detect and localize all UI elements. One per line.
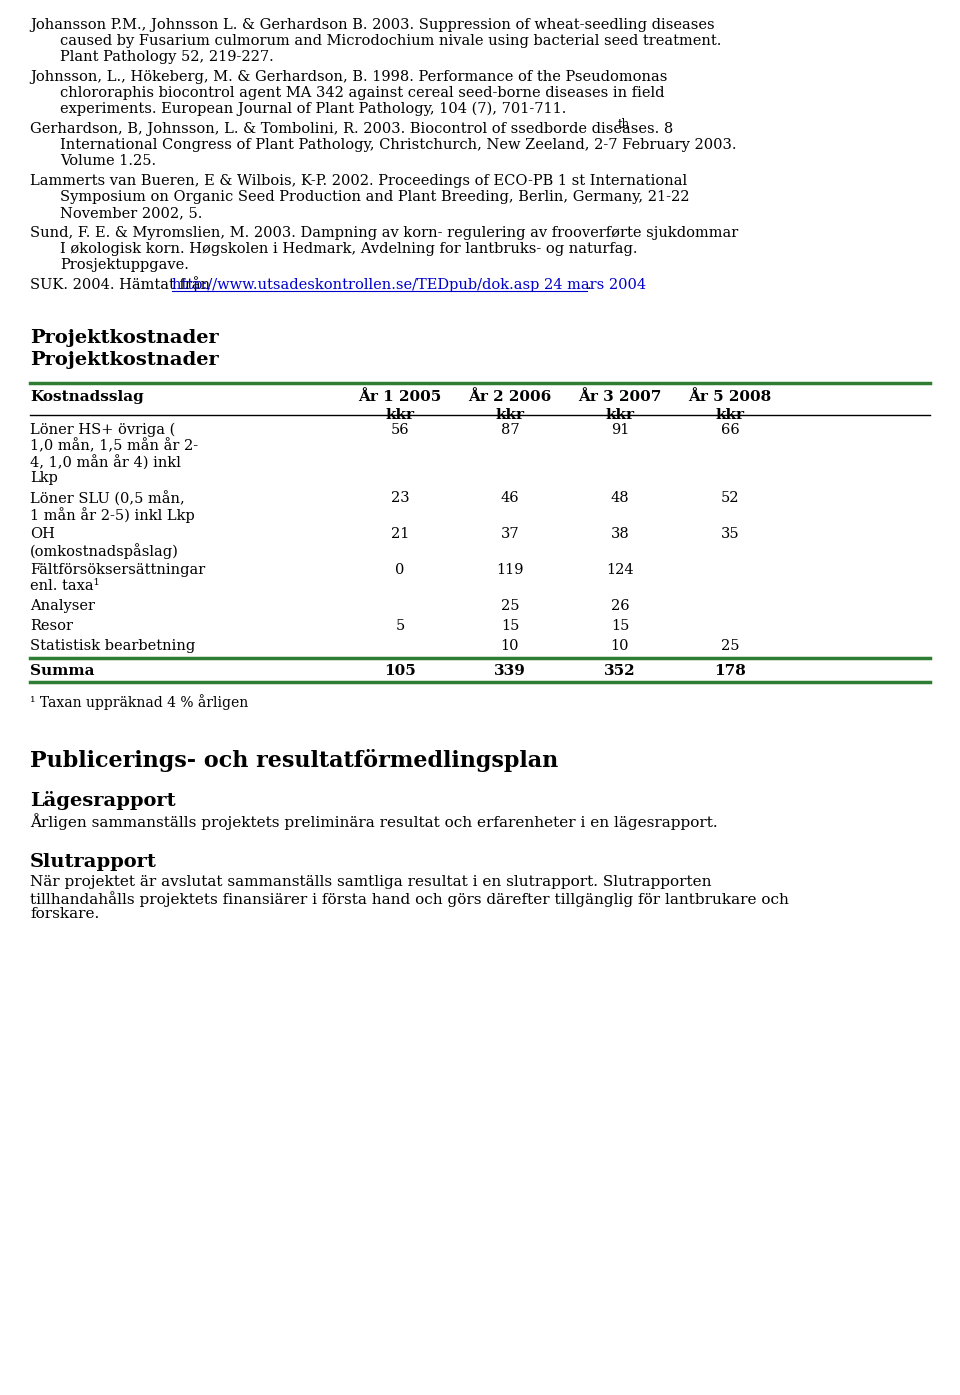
Text: År 2 2006: År 2 2006 <box>468 391 552 405</box>
Text: År 1 2005: År 1 2005 <box>358 391 442 405</box>
Text: .: . <box>587 278 591 292</box>
Text: International Congress of Plant Pathology, Christchurch, New Zeeland, 2-7 Februa: International Congress of Plant Patholog… <box>60 138 736 152</box>
Text: 21: 21 <box>391 527 409 541</box>
Text: kkr: kkr <box>495 407 524 423</box>
Text: 10: 10 <box>611 639 629 653</box>
Text: 15: 15 <box>501 619 519 633</box>
Text: tillhandahålls projektets finansiärer i första hand och görs därefter tillgängli: tillhandahålls projektets finansiärer i … <box>30 891 789 907</box>
Text: 0: 0 <box>396 564 405 578</box>
Text: 178: 178 <box>714 664 746 678</box>
Text: Gerhardson, B, Johnsson, L. & Tombolini, R. 2003. Biocontrol of ssedborde diseas: Gerhardson, B, Johnsson, L. & Tombolini,… <box>30 121 673 135</box>
Text: 38: 38 <box>611 527 630 541</box>
Text: Volume 1.25.: Volume 1.25. <box>60 153 156 167</box>
Text: 339: 339 <box>494 664 526 678</box>
Text: Projektkostnader: Projektkostnader <box>30 352 219 370</box>
Text: ¹ Taxan uppräknad 4 % årligen: ¹ Taxan uppräknad 4 % årligen <box>30 693 249 710</box>
Text: Publicerings- och resultatförmedlingsplan: Publicerings- och resultatförmedlingspla… <box>30 749 559 771</box>
Text: http://www.utsadeskontrollen.se/TEDpub/dok.asp 24 mars 2004: http://www.utsadeskontrollen.se/TEDpub/d… <box>172 278 646 292</box>
Text: November 2002, 5.: November 2002, 5. <box>60 206 203 220</box>
Text: Statistisk bearbetning: Statistisk bearbetning <box>30 639 195 653</box>
Text: 105: 105 <box>384 664 416 678</box>
Text: Prosjektuppgave.: Prosjektuppgave. <box>60 258 189 272</box>
Text: 26: 26 <box>611 598 630 612</box>
Text: Symposium on Organic Seed Production and Plant Breeding, Berlin, Germany, 21-22: Symposium on Organic Seed Production and… <box>60 190 689 204</box>
Text: forskare.: forskare. <box>30 907 99 921</box>
Text: Lammerts van Bueren, E & Wilbois, K-P. 2002. Proceedings of ECO-PB 1 st Internat: Lammerts van Bueren, E & Wilbois, K-P. 2… <box>30 174 687 188</box>
Text: Löner HS+ övriga (: Löner HS+ övriga ( <box>30 423 176 438</box>
Text: 87: 87 <box>501 423 519 437</box>
Text: Kostnadsslag: Kostnadsslag <box>30 391 144 405</box>
Text: Slutrapport: Slutrapport <box>30 852 156 870</box>
Text: (omkostnadspåslag): (omkostnadspåslag) <box>30 543 179 559</box>
Text: 56: 56 <box>391 423 409 437</box>
Text: 119: 119 <box>496 564 524 578</box>
Text: När projektet är avslutat sammanställs samtliga resultat i en slutrapport. Slutr: När projektet är avslutat sammanställs s… <box>30 875 711 889</box>
Text: experiments. European Journal of Plant Pathology, 104 (7), 701-711.: experiments. European Journal of Plant P… <box>60 102 566 116</box>
Text: enl. taxa¹: enl. taxa¹ <box>30 579 100 593</box>
Text: 124: 124 <box>606 564 634 578</box>
Text: 352: 352 <box>604 664 636 678</box>
Text: Projektkostnader: Projektkostnader <box>30 329 219 347</box>
Text: th: th <box>618 119 630 131</box>
Text: 37: 37 <box>501 527 519 541</box>
Text: Löner SLU (0,5 mån,: Löner SLU (0,5 mån, <box>30 491 184 506</box>
Text: Plant Pathology 52, 219-227.: Plant Pathology 52, 219-227. <box>60 50 274 64</box>
Text: 91: 91 <box>611 423 629 437</box>
Text: 25: 25 <box>721 639 739 653</box>
Text: chlororaphis biocontrol agent MA 342 against cereal seed-borne diseases in field: chlororaphis biocontrol agent MA 342 aga… <box>60 86 664 100</box>
Text: OH: OH <box>30 527 55 541</box>
Text: 1,0 mån, 1,5 mån år 2-: 1,0 mån, 1,5 mån år 2- <box>30 439 198 453</box>
Text: År 5 2008: År 5 2008 <box>688 391 772 405</box>
Text: kkr: kkr <box>715 407 745 423</box>
Text: 1 mån år 2-5) inkl Lkp: 1 mån år 2-5) inkl Lkp <box>30 506 195 523</box>
Text: 46: 46 <box>501 491 519 505</box>
Text: Årligen sammanställs projektets preliminära resultat och erfarenheter i en läges: Årligen sammanställs projektets prelimin… <box>30 813 718 830</box>
Text: 23: 23 <box>391 491 409 505</box>
Text: Analyser: Analyser <box>30 598 95 612</box>
Text: År 3 2007: År 3 2007 <box>578 391 661 405</box>
Text: Johnsson, L., Hökeberg, M. & Gerhardson, B. 1998. Performance of the Pseudomonas: Johnsson, L., Hökeberg, M. & Gerhardson,… <box>30 70 667 84</box>
Text: kkr: kkr <box>386 407 415 423</box>
Text: Resor: Resor <box>30 619 73 633</box>
Text: Summa: Summa <box>30 664 94 678</box>
Text: kkr: kkr <box>606 407 635 423</box>
Text: 66: 66 <box>721 423 739 437</box>
Text: Johansson P.M., Johnsson L. & Gerhardson B. 2003. Suppression of wheat-seedling : Johansson P.M., Johnsson L. & Gerhardson… <box>30 18 714 32</box>
Text: 35: 35 <box>721 527 739 541</box>
Text: SUK. 2004. Hämtat från: SUK. 2004. Hämtat från <box>30 278 215 292</box>
Text: Fältförsöksersättningar: Fältförsöksersättningar <box>30 564 205 578</box>
Text: 52: 52 <box>721 491 739 505</box>
Text: 10: 10 <box>501 639 519 653</box>
Text: Lkp: Lkp <box>30 472 58 485</box>
Text: caused by Fusarium culmorum and Microdochium nivale using bacterial seed treatme: caused by Fusarium culmorum and Microdoc… <box>60 33 721 47</box>
Text: Sund, F. E. & Myromslien, M. 2003. Dampning av korn- regulering av frooverførte : Sund, F. E. & Myromslien, M. 2003. Dampn… <box>30 226 738 240</box>
Text: 48: 48 <box>611 491 630 505</box>
Text: 5: 5 <box>396 619 404 633</box>
Text: 25: 25 <box>501 598 519 612</box>
Text: Lägesrapport: Lägesrapport <box>30 791 176 810</box>
Text: 15: 15 <box>611 619 629 633</box>
Text: 4, 1,0 mån år 4) inkl: 4, 1,0 mån år 4) inkl <box>30 455 180 470</box>
Text: I økologisk korn. Høgskolen i Hedmark, Avdelning for lantbruks- og naturfag.: I økologisk korn. Høgskolen i Hedmark, A… <box>60 241 637 257</box>
